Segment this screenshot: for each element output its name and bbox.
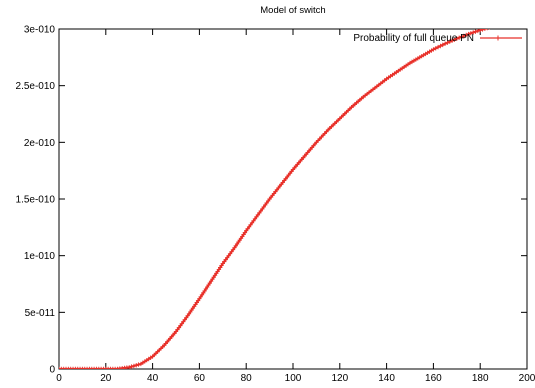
series-layer [59,17,526,369]
series-marker [70,366,76,369]
series-marker [87,366,92,369]
series-marker [73,366,78,369]
legend: Probability of full queue PN [353,33,522,44]
axis-ticks [58,28,528,370]
series-marker [431,47,436,52]
chart-title: Model of switch [260,5,325,16]
series-marker [77,366,83,369]
series-marker [131,363,137,369]
series-marker [506,20,510,24]
series-marker [456,35,462,40]
y-tick-label: 1.5e-010 [16,195,56,206]
series-marker [522,17,526,21]
y-tick-label: 5e-011 [25,308,56,319]
series-marker [101,366,106,369]
series-marker [435,44,441,50]
y-tick-label: 1e-010 [24,251,56,262]
series-marker [492,24,496,28]
series-marker [501,21,505,25]
series-marker [515,18,519,22]
series-marker [98,366,104,369]
series-marker [452,37,457,42]
series-marker [475,29,481,34]
series-marker [438,43,443,49]
series-marker [504,21,508,25]
series-marker [478,29,483,33]
series-marker [75,366,80,369]
series-marker [96,366,101,369]
series-marker [461,33,467,39]
series-marker [463,32,469,38]
x-tick-label: 180 [472,373,489,384]
series-marker [449,38,455,43]
series-marker [499,22,503,26]
series-marker [508,20,512,24]
x-tick-label: 0 [56,373,62,384]
series-marker [494,23,498,27]
series-marker [482,29,488,31]
x-tick-label: 120 [331,373,348,384]
series-marker [459,34,464,40]
x-tick-label: 40 [147,373,159,384]
series-marker [103,366,108,369]
series-marker [66,366,71,369]
series-marker [63,366,69,369]
tick-labels: 0 20 40 60 80 100 120 140 160 180 200 0 5e-011 1e-010… [16,25,535,385]
x-tick-label: 60 [194,373,206,384]
series-marker [89,366,94,369]
series-marker [480,29,485,32]
x-tick-label: 160 [425,373,442,384]
series-marker [134,363,139,368]
series-marker [82,366,87,369]
series-marker [91,366,97,369]
legend-label: Probability of full queue PN [353,33,474,44]
series-marker [486,29,488,31]
series-marker [447,39,452,44]
series-marker [440,42,445,48]
x-tick-label: 200 [519,373,535,384]
series-marker [490,25,494,29]
series-markers [59,17,526,369]
series-marker [59,366,64,369]
series-marker [445,40,450,45]
series-marker [520,18,524,22]
series-marker [127,365,132,369]
series-marker [61,366,66,369]
series-marker [497,22,501,26]
x-tick-label: 100 [285,373,302,384]
plot-frame [58,28,528,370]
series-line [59,29,489,369]
series-marker [468,31,474,36]
x-tick-label: 140 [378,373,395,384]
series-marker [84,366,90,369]
y-tick-label: 0 [49,365,55,376]
y-tick-label: 2.5e-010 [16,81,56,92]
x-tick-label: 20 [100,373,112,384]
series-marker [473,29,478,34]
series-marker [68,366,73,369]
y-tick-label: 2e-010 [24,138,56,149]
series-marker [518,18,522,22]
legend-marker [495,35,501,41]
series-marker [80,366,85,369]
series-marker [470,30,476,35]
series-marker [466,31,471,37]
series-marker [129,364,134,369]
series-marker [94,366,99,369]
series-marker [513,19,517,23]
series-marker [442,41,448,46]
series-marker [454,36,459,41]
x-tick-label: 80 [241,373,253,384]
y-tick-label: 3e-010 [24,25,56,36]
series-marker [433,46,438,51]
series-marker [136,362,141,367]
series-marker [511,19,515,23]
